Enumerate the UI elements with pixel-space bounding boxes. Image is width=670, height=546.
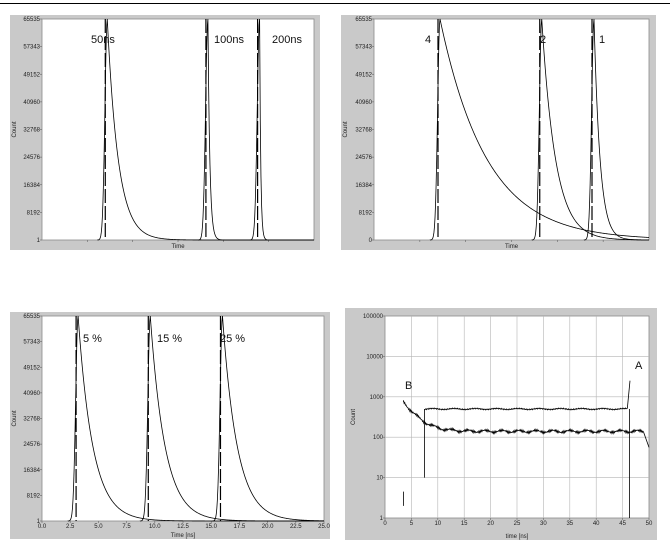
plot-area — [41, 18, 315, 241]
x-tick-label: 17.5 — [234, 524, 246, 530]
y-tick-label: 49152 — [23, 365, 40, 371]
x-tick-label: 20 — [487, 521, 494, 527]
x-tick-label: 5.0 — [94, 524, 103, 530]
y-tick-label: 49152 — [23, 72, 40, 78]
x-axis-label: Time [ns] — [171, 533, 196, 539]
x-tick-label: 10.0 — [149, 524, 161, 530]
series-line — [583, 18, 650, 241]
y-tick-label: 1 — [380, 516, 384, 522]
series-annotation: 100ns — [214, 34, 244, 46]
x-axis-label: Time — [171, 244, 185, 250]
x-tick-label: 15 — [461, 521, 468, 527]
x-axis-label: Time — [505, 244, 519, 250]
y-tick-label: 40960 — [23, 100, 40, 106]
series-annotation: B — [405, 380, 412, 392]
x-tick-label: 2.5 — [66, 524, 75, 530]
y-tick-label: 24576 — [23, 155, 40, 161]
x-tick-label: 0 — [383, 521, 387, 527]
x-tick-label: 20.0 — [262, 524, 274, 530]
chart-svg: 65535 57343 49152 40960 32768 24576 16384 8192 1… — [12, 314, 330, 539]
y-tick-label: 40960 — [355, 100, 372, 106]
plot-area — [41, 315, 325, 522]
chart-svg: 65535 57343 49152 40960 32768 24576 16384 8192 1… — [12, 17, 315, 250]
y-tick-label: 100000 — [363, 314, 384, 320]
y-tick-label: 8192 — [27, 210, 41, 216]
series-annotation: 2 — [540, 34, 546, 46]
chart-panel-1: 65535 57343 49152 40960 32768 24576 16384 8192 1… — [10, 15, 320, 250]
y-tick-label: 10 — [376, 476, 383, 482]
series-line — [211, 315, 325, 522]
y-tick-label: 24576 — [355, 155, 372, 161]
series-annotation: 200ns — [272, 34, 302, 46]
y-tick-label: 1000 — [370, 395, 384, 401]
x-tick-label: 15.0 — [205, 524, 217, 530]
y-axis-label: Count — [343, 121, 349, 137]
x-tick-label: 10 — [434, 521, 441, 527]
y-tick-label: 8192 — [359, 210, 373, 216]
y-tick-label: 16384 — [355, 183, 372, 189]
y-tick-label: 40960 — [23, 391, 40, 397]
series-annotation: 4 — [425, 34, 431, 46]
y-tick-label: 32768 — [23, 417, 40, 423]
y-tick-label: 57343 — [355, 45, 372, 51]
y-axis-label: Count — [12, 410, 18, 426]
x-tick-label: 5 — [410, 521, 414, 527]
y-tick-label: 1 — [37, 238, 41, 244]
x-tick-label: 25 — [514, 521, 521, 527]
y-tick-label: 65535 — [23, 314, 40, 320]
x-tick-label: 0.0 — [38, 524, 47, 530]
y-tick-label: 32768 — [355, 128, 372, 134]
chart-panel-3: 65535 57343 49152 40960 32768 24576 16384 8192 1… — [10, 312, 330, 539]
series-annotation: 1 — [599, 34, 605, 46]
series-line — [424, 380, 631, 411]
y-axis-label: Count — [351, 409, 357, 425]
series-line — [249, 18, 314, 241]
series-annotation: 50ns — [91, 34, 115, 46]
x-tick-label: 22.5 — [290, 524, 302, 530]
y-tick-label: 8192 — [27, 493, 41, 499]
x-tick-label: 35 — [566, 521, 573, 527]
x-tick-label: 12.5 — [177, 524, 189, 530]
chart-svg: 100000 10000 1000 100 10 10 5 10 15 20 25 30 35 40 45 5… — [351, 314, 653, 540]
y-axis-label: Count — [12, 121, 18, 137]
chart-panel-2: 65535 57343 49152 40960 32768 24576 16384 8192 0… — [341, 15, 656, 250]
x-axis-label: time [ns] — [506, 534, 529, 540]
x-tick-label: 7.5 — [122, 524, 131, 530]
x-tick-label: 40 — [593, 521, 600, 527]
series-line — [429, 18, 650, 241]
x-tick-label: 30 — [540, 521, 547, 527]
plot-area — [373, 18, 650, 241]
x-tick-label: 50 — [646, 521, 653, 527]
y-tick-label: 65535 — [23, 17, 40, 23]
y-tick-label: 49152 — [355, 72, 372, 78]
y-tick-label: 1 — [37, 519, 41, 525]
y-tick-label: 100 — [373, 435, 384, 441]
y-tick-label: 16384 — [23, 183, 40, 189]
y-tick-label: 57343 — [23, 45, 40, 51]
y-tick-label: 32768 — [23, 128, 40, 134]
y-tick-label: 10000 — [366, 354, 383, 360]
series-annotation: A — [635, 360, 643, 372]
y-tick-label: 24576 — [23, 442, 40, 448]
x-tick-label: 25.0 — [318, 524, 330, 530]
y-tick-label: 0 — [369, 238, 373, 244]
y-tick-label: 16384 — [23, 468, 40, 474]
page-rule — [0, 3, 670, 4]
x-tick-label: 45 — [619, 521, 626, 527]
chart-panel-4: 100000 10000 1000 100 10 1 0 5 10 15 20 25 30 35 40 45 5… — [345, 308, 657, 540]
series-annotation: 15 % — [157, 333, 182, 345]
series-annotation: 25 % — [220, 333, 245, 345]
y-tick-label: 57343 — [23, 340, 40, 346]
y-tick-label: 65535 — [355, 17, 372, 23]
series-annotation: 5 % — [83, 333, 102, 345]
chart-svg: 65535 57343 49152 40960 32768 24576 16384 8192 0… — [343, 17, 650, 250]
series-line — [403, 400, 650, 448]
series-line — [139, 315, 324, 522]
